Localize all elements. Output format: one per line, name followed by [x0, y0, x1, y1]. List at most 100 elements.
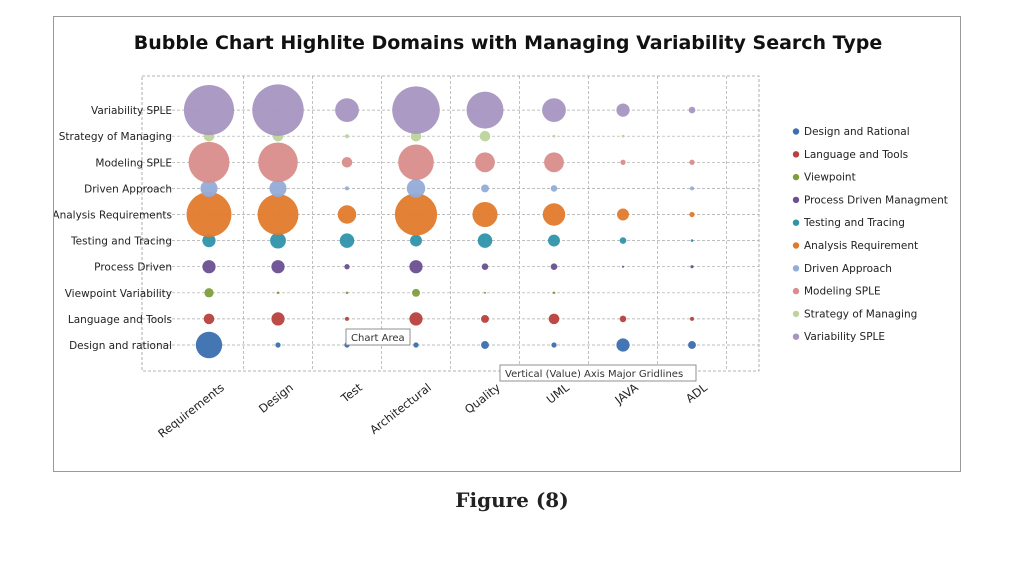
- bubble[interactable]: [622, 187, 624, 189]
- bubble[interactable]: [477, 233, 493, 248]
- bubble[interactable]: [616, 103, 630, 117]
- bubble[interactable]: [691, 135, 693, 137]
- x-tick-label: ADL: [683, 380, 710, 406]
- bubble[interactable]: [398, 144, 434, 181]
- bubble[interactable]: [252, 84, 304, 136]
- y-tick-label: Analysis Requirements: [54, 210, 172, 222]
- bubble[interactable]: [183, 85, 235, 136]
- bubble[interactable]: [392, 86, 440, 134]
- bubble[interactable]: [619, 237, 627, 244]
- legend-entry: Modeling SPLE: [804, 286, 881, 298]
- bubble[interactable]: [550, 185, 558, 192]
- bubble[interactable]: [275, 342, 281, 348]
- bubble[interactable]: [344, 264, 350, 270]
- bubble[interactable]: [690, 316, 694, 321]
- bubble[interactable]: [542, 98, 566, 122]
- bubble[interactable]: [258, 142, 298, 183]
- x-tick-label: JAVA: [611, 380, 640, 407]
- bubble[interactable]: [617, 208, 629, 221]
- bubble[interactable]: [345, 186, 349, 191]
- bubble[interactable]: [483, 291, 487, 294]
- bubble[interactable]: [345, 291, 349, 295]
- bubble[interactable]: [345, 316, 349, 321]
- bubble[interactable]: [276, 291, 280, 295]
- bubble[interactable]: [621, 134, 625, 138]
- bubble[interactable]: [188, 141, 230, 183]
- bubble[interactable]: [406, 179, 426, 198]
- y-axis-labels: Design and rational Language and Tools Vie…: [54, 105, 172, 352]
- gridlines: [142, 76, 759, 371]
- bubble[interactable]: [548, 313, 560, 325]
- bubble[interactable]: [257, 194, 299, 235]
- bubble[interactable]: [688, 341, 696, 349]
- y-tick-label: Driven Approach: [84, 183, 172, 195]
- bubble[interactable]: [270, 232, 286, 249]
- bubble[interactable]: [690, 265, 694, 269]
- bubble[interactable]: [271, 312, 285, 326]
- chart-area[interactable]: Bubble Chart Highlite Domains with Manag…: [53, 16, 961, 472]
- y-tick-label: Strategy of Managing: [59, 131, 172, 143]
- bubble[interactable]: [200, 179, 218, 197]
- bubble[interactable]: [689, 159, 695, 165]
- bubble[interactable]: [203, 313, 215, 325]
- bubble[interactable]: [472, 201, 498, 228]
- bubble[interactable]: [552, 134, 556, 138]
- bubble[interactable]: [466, 91, 504, 129]
- bubble[interactable]: [688, 106, 696, 114]
- bubble[interactable]: [620, 159, 626, 165]
- plot-area[interactable]: [141, 75, 760, 372]
- bubble[interactable]: [409, 312, 423, 326]
- legend-entry: Testing and Tracing: [803, 217, 905, 229]
- legend[interactable]: Design and Rational Language and Tools Vie…: [792, 126, 948, 343]
- bubble[interactable]: [479, 130, 491, 142]
- chart-area-tooltip-text: Chart Area: [351, 333, 405, 344]
- x-axis-labels: Requirements Design Test Architectural Quali…: [155, 380, 710, 441]
- x-tick-label: Quality: [462, 380, 503, 416]
- bubble[interactable]: [204, 288, 214, 298]
- bubble[interactable]: [552, 291, 556, 295]
- bubble[interactable]: [202, 260, 216, 274]
- bubble[interactable]: [337, 205, 357, 224]
- legend-marker: [792, 333, 800, 340]
- legend-marker: [792, 151, 800, 158]
- legend-marker: [792, 310, 800, 318]
- bubble[interactable]: [616, 338, 630, 352]
- bubble[interactable]: [481, 184, 489, 193]
- bubble[interactable]: [269, 179, 287, 197]
- y-tick-label: Modeling SPLE: [95, 157, 172, 169]
- bubble[interactable]: [475, 152, 495, 173]
- bubble[interactable]: [481, 314, 489, 323]
- bubble[interactable]: [339, 233, 355, 248]
- chart-title: Bubble Chart Highlite Domains with Manag…: [134, 32, 883, 54]
- legend-marker: [792, 242, 800, 249]
- bubble[interactable]: [481, 263, 489, 270]
- plot-area-border: [141, 75, 760, 372]
- bubble[interactable]: [410, 234, 422, 247]
- bubble[interactable]: [186, 192, 232, 237]
- bubble[interactable]: [550, 263, 558, 270]
- bubble[interactable]: [542, 203, 566, 226]
- bubble[interactable]: [412, 288, 420, 297]
- bubble[interactable]: [621, 265, 625, 268]
- bubble[interactable]: [544, 152, 564, 173]
- legend-entry: Design and Rational: [804, 126, 910, 138]
- bubble[interactable]: [689, 211, 695, 218]
- bubble[interactable]: [394, 193, 438, 236]
- bubble[interactable]: [548, 234, 560, 247]
- bubble[interactable]: [271, 260, 285, 274]
- legend-marker: [792, 219, 800, 226]
- bubble[interactable]: [619, 315, 627, 323]
- bubble[interactable]: [690, 186, 694, 191]
- legend-entry: Analysis Requirement: [804, 240, 918, 252]
- bubble[interactable]: [341, 157, 353, 168]
- bubble[interactable]: [345, 134, 349, 139]
- bubble[interactable]: [690, 239, 694, 242]
- bubble[interactable]: [413, 342, 419, 348]
- bubble[interactable]: [481, 341, 489, 349]
- bubble[interactable]: [409, 260, 423, 274]
- bubble[interactable]: [195, 331, 223, 359]
- bubble[interactable]: [202, 234, 216, 248]
- bubble[interactable]: [551, 342, 557, 348]
- bubble[interactable]: [335, 98, 359, 122]
- legend-entry: Viewpoint: [804, 172, 856, 184]
